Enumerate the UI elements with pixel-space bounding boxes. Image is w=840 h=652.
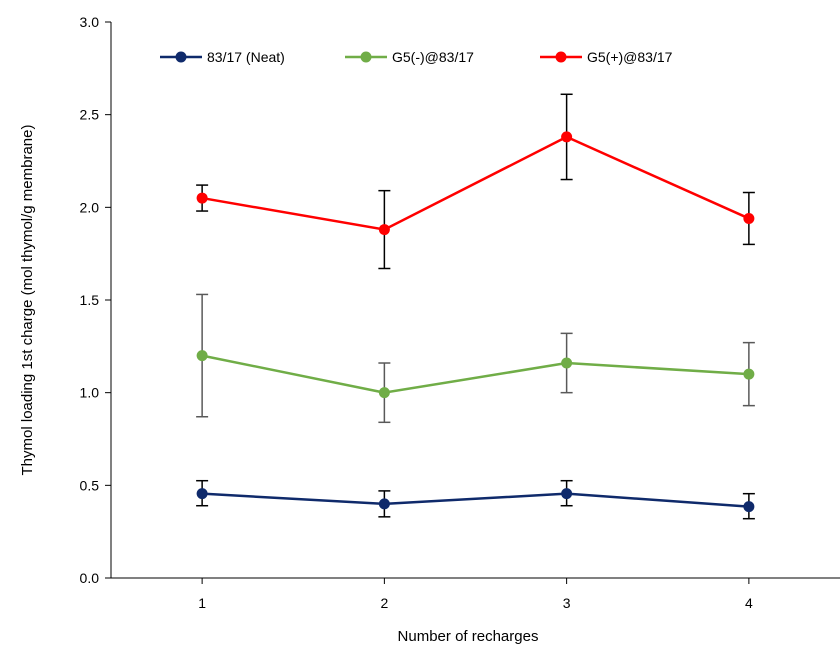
data-point bbox=[743, 212, 755, 224]
x-tick-label: 2 bbox=[380, 595, 388, 611]
legend-item-0: 83/17 (Neat) bbox=[160, 49, 285, 65]
y-tick-label: 1.0 bbox=[80, 385, 100, 401]
data-point bbox=[378, 387, 390, 399]
x-tick-label: 4 bbox=[745, 595, 753, 611]
series-line bbox=[201, 354, 749, 394]
series-1 bbox=[196, 293, 755, 424]
legend-swatch-marker bbox=[360, 51, 372, 63]
legend-swatch-marker bbox=[555, 51, 567, 63]
y-tick-label: 2.0 bbox=[80, 199, 100, 215]
series-line bbox=[202, 492, 749, 508]
legend-label: G5(-)@83/17 bbox=[392, 49, 474, 65]
data-point bbox=[561, 131, 573, 143]
y-tick-label: 3.0 bbox=[80, 14, 100, 30]
y-ticks: 0.0 0.5 1.0 1.5 2.0 2.5 3.0 bbox=[80, 14, 111, 586]
y-axis-title: Thymol loading 1st charge (mol thymol/g … bbox=[19, 125, 36, 476]
legend-swatch-marker bbox=[175, 51, 187, 63]
data-point bbox=[196, 350, 208, 362]
legend-item-1: G5(-)@83/17 bbox=[345, 49, 474, 65]
legend-label: 83/17 (Neat) bbox=[207, 49, 285, 65]
data-point bbox=[378, 224, 390, 236]
y-tick-label: 0.5 bbox=[80, 477, 100, 493]
x-tick-label: 3 bbox=[563, 595, 571, 611]
y-tick-label: 2.5 bbox=[80, 107, 100, 123]
legend: 83/17 (Neat) G5(-)@83/17 G5(+)@83/17 bbox=[160, 49, 673, 65]
x-tick-label: 1 bbox=[198, 595, 206, 611]
series-line bbox=[201, 135, 750, 231]
legend-label: G5(+)@83/17 bbox=[587, 49, 673, 65]
x-axis-title: Number of recharges bbox=[398, 628, 539, 645]
data-point bbox=[196, 488, 208, 500]
data-point bbox=[743, 501, 755, 513]
y-tick-label: 1.5 bbox=[80, 292, 100, 308]
series-2 bbox=[196, 93, 755, 270]
data-point bbox=[561, 488, 573, 500]
y-tick-label: 0.0 bbox=[80, 570, 100, 586]
series-0 bbox=[196, 479, 755, 520]
x-ticks: 1 2 3 4 bbox=[198, 578, 753, 611]
series-layer bbox=[196, 93, 755, 520]
data-point bbox=[196, 192, 208, 204]
data-point bbox=[378, 498, 390, 510]
legend-item-2: G5(+)@83/17 bbox=[540, 49, 673, 65]
data-point bbox=[561, 357, 573, 369]
data-point bbox=[743, 368, 755, 380]
